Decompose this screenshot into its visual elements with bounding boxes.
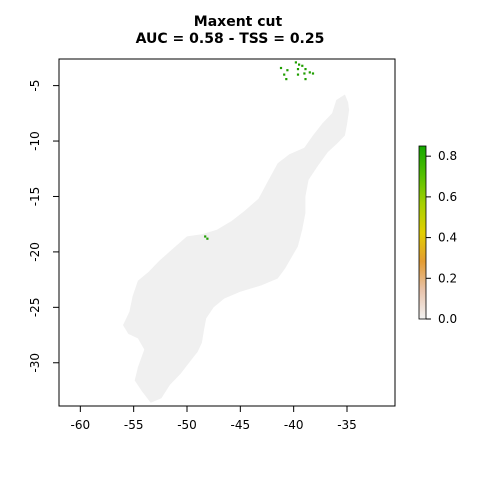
presence-cell [286,69,289,72]
legend-tick-label: 0.2 [438,271,457,285]
presence-cell [279,66,283,70]
x-tick-label: -55 [124,418,144,432]
presence-cells [204,61,315,240]
presence-cell [296,73,300,76]
presence-cell [285,78,288,81]
presence-cell [294,61,297,64]
x-axis: -60 -55 -50 -45 -40 -35 [71,405,357,432]
legend-colorbar [418,145,427,320]
y-axis: -5 -10 -15 -20 -25 -30 [28,80,60,373]
presence-cell [283,73,286,76]
x-tick-label: -35 [337,418,357,432]
plot-title-line2: AUC = 0.58 - TSS = 0.25 [136,31,325,47]
y-tick-label: -10 [28,131,42,151]
legend-tick-label: 0.8 [438,149,457,163]
x-tick-label: -45 [231,418,251,432]
x-tick-label: -50 [177,418,197,432]
legend-tick-label: 0.0 [438,312,457,326]
map-layer [123,61,350,403]
presence-cell [311,72,315,75]
x-tick-label: -40 [284,418,304,432]
presence-cell [304,68,307,71]
y-tick-label: -25 [28,298,42,318]
legend-tick-label: 0.4 [438,231,457,245]
y-tick-label: -30 [28,353,42,373]
x-tick-label: -60 [71,418,91,432]
presence-cell [204,235,207,238]
presence-cell [301,64,304,67]
presence-cell [298,63,301,66]
study-region [123,94,350,403]
presence-cell [296,68,300,71]
y-tick-label: -15 [28,187,42,207]
plot-title-line1: Maxent cut [194,14,283,30]
presence-cell [304,78,307,81]
presence-cell [303,72,306,75]
presence-cell [206,237,209,240]
y-tick-label: -20 [28,242,42,262]
legend-tick-label: 0.6 [438,190,457,204]
presence-cell [308,71,311,74]
y-tick-label: -5 [28,80,42,92]
color-legend: 0.0 0.2 0.4 0.6 0.8 [418,145,457,326]
legend-ticks: 0.0 0.2 0.4 0.6 0.8 [426,149,457,326]
